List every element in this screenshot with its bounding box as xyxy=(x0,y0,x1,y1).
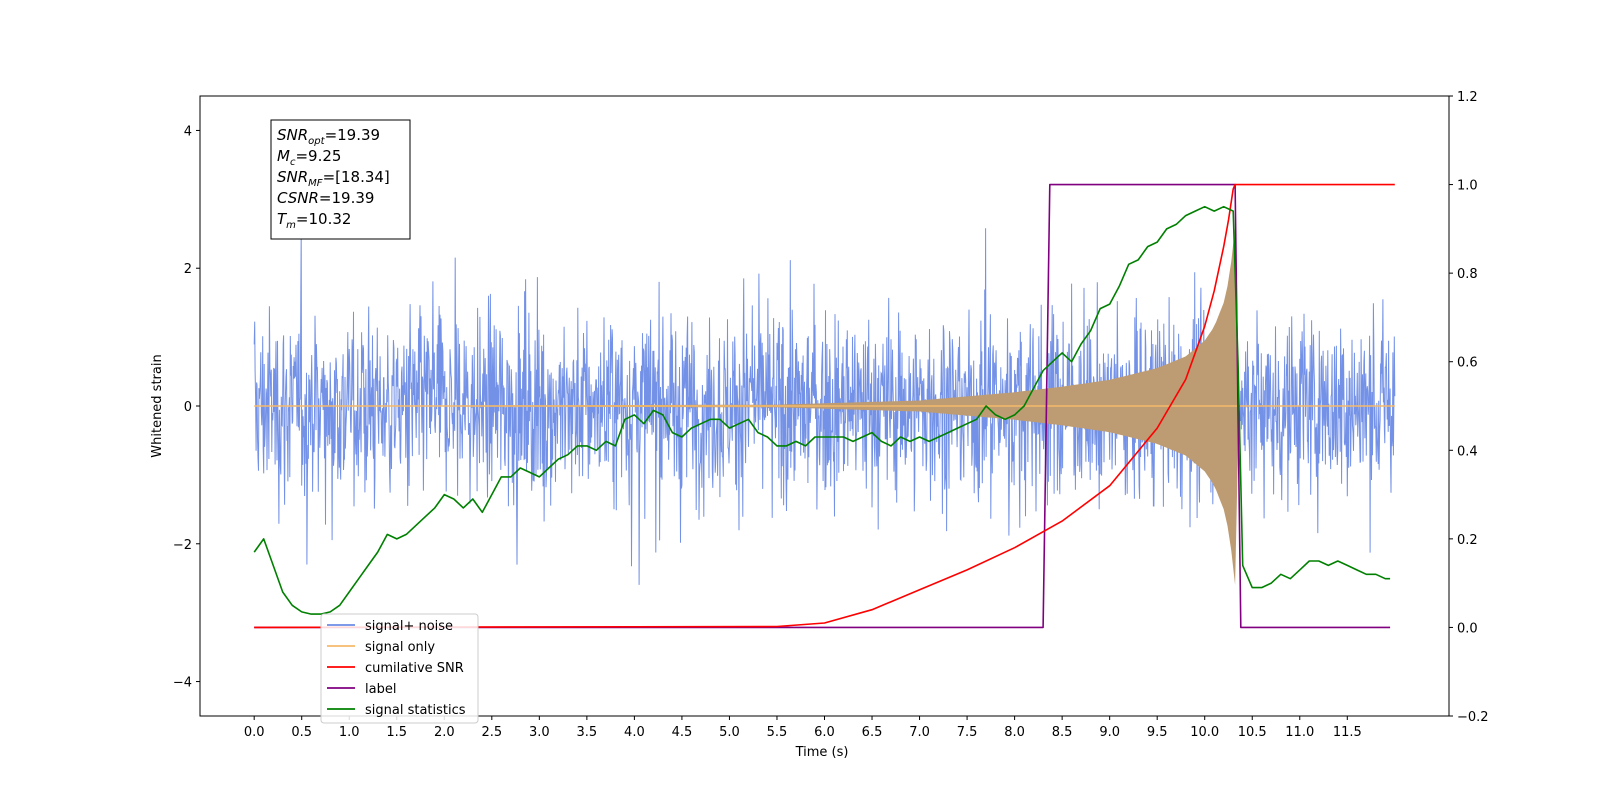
y-tick-label: 2 xyxy=(184,262,192,277)
x-tick-label: 2.0 xyxy=(434,725,455,740)
x-tick-label: 7.5 xyxy=(957,725,978,740)
x-tick-label: 0.0 xyxy=(244,725,265,740)
y-tick-label: 0 xyxy=(184,400,192,415)
y-axis-right: 1.2 1.0 0.8 0.6 0.4 0.2 0.0 −0.2 xyxy=(1449,90,1489,725)
annotation-subscript: MF xyxy=(308,178,323,189)
legend-entry: cumilative SNR xyxy=(365,661,464,676)
y2-tick-label: 0.6 xyxy=(1457,356,1478,371)
x-tick-label: 3.0 xyxy=(529,725,550,740)
x-axis: 0.0 0.5 1.0 1.5 2.0 2.5 3.0 3.5 4.0 4.5 5.0 5.5 6.0 6… xyxy=(244,716,1362,740)
annotation-box-frame xyxy=(270,119,411,240)
x-tick-label: 6.5 xyxy=(862,725,883,740)
annotation-symbol: M xyxy=(277,147,290,165)
y2-tick-label: 0.0 xyxy=(1457,621,1478,636)
y-axis-left: 4 2 0 −2 −4 xyxy=(173,124,200,691)
x-axis-label: Time (s) xyxy=(795,745,849,760)
legend-entry: signal+ noise xyxy=(365,619,453,634)
annotation-value: =10.32 xyxy=(296,210,352,228)
y2-tick-label: 1.0 xyxy=(1457,179,1478,194)
x-tick-label: 6.0 xyxy=(814,725,835,740)
y-tick-label: −2 xyxy=(173,538,192,553)
x-tick-label: 1.5 xyxy=(386,725,407,740)
y2-tick-label: −0.2 xyxy=(1457,710,1489,725)
annotation-subscript: m xyxy=(286,220,296,231)
x-tick-label: 9.0 xyxy=(1099,725,1120,740)
signal-statistics-line xyxy=(253,205,1391,615)
right-axis-series xyxy=(253,183,1395,629)
annotation-symbol: T xyxy=(277,210,288,228)
y2-tick-label: 0.2 xyxy=(1457,533,1478,548)
x-tick-label: 10.0 xyxy=(1190,725,1219,740)
x-tick-label: 10.5 xyxy=(1238,725,1267,740)
annotation-line: Tm=10.32 xyxy=(277,210,351,231)
x-tick-label: 8.5 xyxy=(1052,725,1073,740)
x-tick-label: 0.5 xyxy=(291,725,312,740)
y2-tick-label: 1.2 xyxy=(1457,90,1478,105)
legend-entry: label xyxy=(365,682,396,697)
x-tick-label: 2.5 xyxy=(481,725,502,740)
annotation-symbol: SNR xyxy=(277,168,308,186)
annotation-value: =9.25 xyxy=(295,147,341,165)
annotation-line: SNRMF=[18.34] xyxy=(277,168,390,189)
annotation-value: =19.39 xyxy=(325,126,381,144)
x-tick-label: 8.0 xyxy=(1004,725,1025,740)
legend-entry: signal only xyxy=(365,640,435,655)
x-tick-label: 5.0 xyxy=(719,725,740,740)
annotation-symbol: CSNR xyxy=(277,189,319,207)
annotation-value: =[18.34] xyxy=(323,168,390,186)
annotation-subscript: opt xyxy=(308,136,325,147)
y2-tick-label: 0.4 xyxy=(1457,444,1478,459)
x-tick-label: 9.5 xyxy=(1147,725,1168,740)
x-tick-label: 5.5 xyxy=(767,725,788,740)
cumulative-snr-line xyxy=(254,183,1395,629)
annotation-line: SNRopt=19.39 xyxy=(277,126,380,147)
signal-only-series xyxy=(254,226,1395,586)
annotation-symbol: SNR xyxy=(277,126,308,144)
legend-entry: signal statistics xyxy=(365,703,466,718)
x-tick-label: 3.5 xyxy=(577,725,598,740)
y-tick-label: 4 xyxy=(184,124,192,139)
legend: signal+ noise signal only cumilative SNR la… xyxy=(320,613,479,724)
x-tick-label: 7.0 xyxy=(909,725,930,740)
y-axis-label: Whitened strain xyxy=(150,354,165,457)
x-tick-label: 4.0 xyxy=(624,725,645,740)
y-tick-label: −4 xyxy=(173,676,192,691)
annotation-box: SNRopt=19.39Mc=9.25SNRMF=[18.34]CSNR=19.… xyxy=(270,119,411,240)
annotation-value: =19.39 xyxy=(319,189,375,207)
label-line xyxy=(254,183,1391,629)
annotation-line: CSNR=19.39 xyxy=(277,189,374,207)
x-tick-label: 11.5 xyxy=(1333,725,1362,740)
annotation-line: Mc=9.25 xyxy=(277,147,341,168)
legend-frame xyxy=(320,613,479,724)
y2-tick-label: 0.8 xyxy=(1457,267,1478,282)
annotation-subscript: c xyxy=(290,157,296,168)
x-tick-label: 4.5 xyxy=(672,725,693,740)
x-tick-label: 11.0 xyxy=(1285,725,1314,740)
x-tick-label: 1.0 xyxy=(339,725,360,740)
